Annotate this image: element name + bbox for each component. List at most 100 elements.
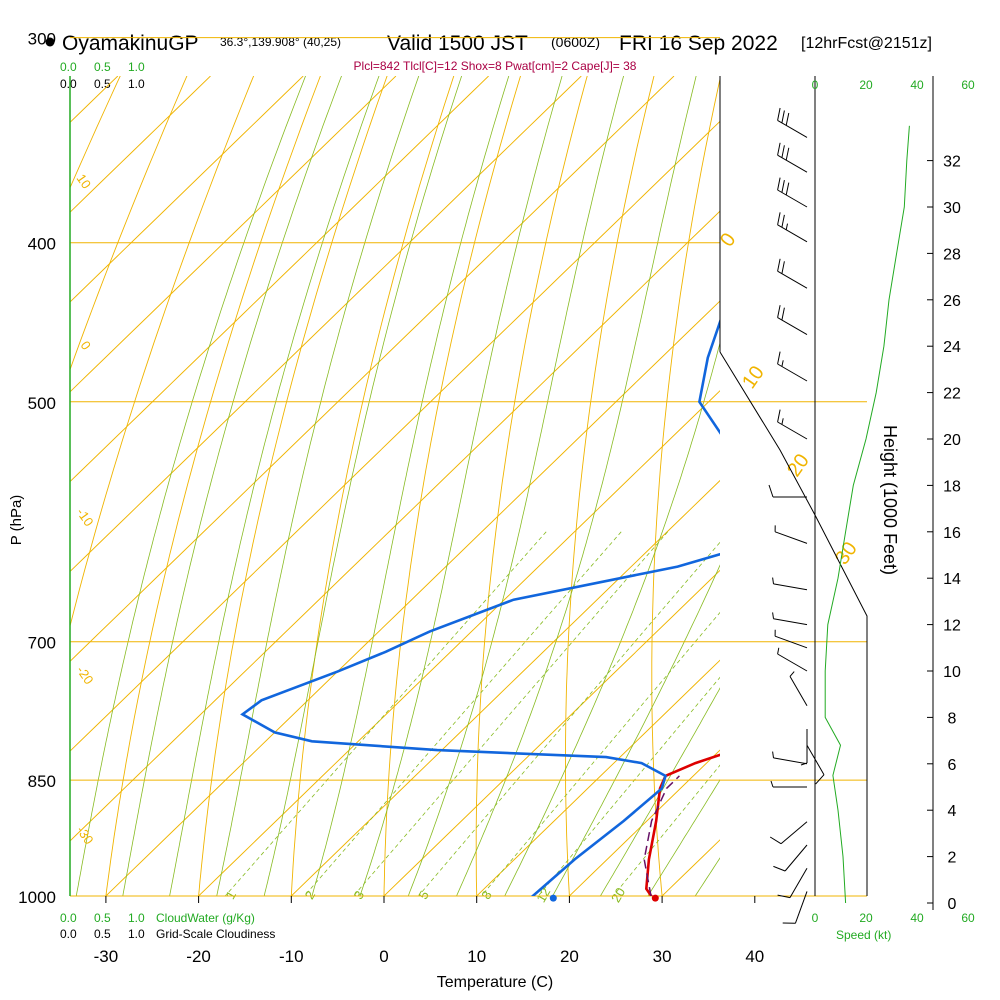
isotherm-label: 20 (783, 450, 814, 481)
isotherm-label: 30 (831, 538, 862, 569)
moist-adiabat (694, 857, 720, 896)
scale-top-green-2: 1.0 (128, 60, 145, 74)
cloudwater-scale-bottom: 0.0 0.5 1.0 CloudWater (g/Kg) (60, 911, 255, 925)
wind-barb (800, 729, 808, 766)
dry-adiabat (70, 76, 188, 371)
scale-top-black-1: 0.5 (94, 77, 111, 91)
wind-panel: 0 0 20 20 40 40 60 60 (719, 76, 975, 925)
isotherm (70, 76, 397, 393)
speed-tick-bottom: 60 (961, 911, 975, 925)
moist-adiabat (122, 76, 342, 896)
wind-barb (772, 751, 808, 765)
pressure-tick-label: 300 (28, 30, 56, 49)
wind-barb (774, 525, 808, 544)
speed-axis-title: Speed (kt) (836, 928, 891, 942)
speed-tick-bottom: 0 (812, 911, 819, 925)
wind-barb (772, 577, 808, 591)
scale-bot-black-1: 0.5 (94, 927, 111, 941)
wind-barb (777, 351, 808, 382)
wind-barb (770, 780, 807, 788)
isotherm (70, 120, 720, 752)
isotherm (0, 76, 25, 896)
height-tick-label: 16 (943, 525, 961, 542)
isotherm-label: -30 (74, 823, 97, 847)
temp-tick-label: -30 (94, 947, 119, 966)
cloudiness-scale-top: 0.0 0.5 1.0 (60, 77, 145, 91)
y-axis-title: P (hPa) (8, 495, 25, 546)
height-tick-label: 12 (943, 618, 961, 635)
mixing-ratio-label: 8 (478, 888, 495, 902)
forecast-run: [12hrFcst@2151z] (801, 35, 932, 52)
wind-barb (806, 744, 825, 785)
thermo-grid (0, 0, 1000, 931)
scale-bot-black-2: 1.0 (128, 927, 145, 941)
station-marker (45, 37, 55, 47)
pressure-tick-label: 1000 (18, 888, 56, 907)
mixing-ratio-label: 2 (302, 888, 319, 902)
dry-adiabat (198, 76, 388, 896)
valid-time: Valid 1500 JST (387, 32, 528, 55)
dry-adiabat (971, 0, 1000, 931)
dry-adiabat (383, 76, 521, 896)
wind-barb (777, 409, 808, 440)
moist-adiabat (599, 687, 720, 896)
dry-adiabat (105, 76, 321, 896)
dry-adiabat (475, 76, 588, 896)
wind-barb (777, 177, 808, 208)
wind-barb (782, 891, 808, 924)
series-temperature (644, 753, 720, 896)
wind-barb (777, 867, 808, 899)
speed-tick-top: 40 (910, 78, 924, 92)
wind-barb (777, 107, 808, 138)
scale-bot-green-2: 1.0 (128, 911, 145, 925)
height-tick-label: 0 (948, 896, 957, 913)
isotherm-label: 10 (74, 171, 95, 191)
stability-indices: Plcl=842 Tlcl[C]=12 Shox=8 Pwat[cm]=2 Ca… (354, 59, 637, 73)
isotherm (569, 749, 720, 896)
wind-barb (777, 258, 808, 289)
dry-adiabat (651, 76, 720, 896)
pressure-tick-label: 400 (28, 235, 56, 254)
dry-adiabat (70, 76, 255, 628)
isotherm (383, 569, 720, 896)
temp-tick-label: 30 (653, 947, 672, 966)
height-tick-label: 14 (943, 571, 961, 588)
scale-top-green-1: 0.5 (94, 60, 111, 74)
temp-tick-label: 20 (560, 947, 579, 966)
isotherm-label: -10 (74, 505, 97, 529)
scale-top-black-2: 1.0 (128, 77, 145, 91)
utc-time: (0600Z) (551, 34, 600, 50)
height-tick-label: 10 (943, 664, 961, 681)
speed-tick-top: 60 (961, 78, 975, 92)
scale-bot-green-0: 0.0 (60, 911, 77, 925)
dry-adiabat (895, 0, 950, 931)
isotherm (70, 76, 675, 662)
forecast-date: FRI 16 Sep 2022 (619, 32, 778, 55)
height-tick-label: 20 (943, 432, 961, 449)
isotherm-label: 0 (78, 338, 94, 353)
wind-barb (773, 844, 808, 872)
moist-adiabat (504, 341, 720, 896)
isotherm (476, 659, 720, 896)
moist-adiabat (311, 76, 510, 896)
speed-tick-bottom: 40 (910, 911, 924, 925)
wind-barb (774, 629, 808, 649)
height-axis-title: Height (1000 Feet) (880, 425, 900, 575)
dry-adiabat (816, 0, 887, 931)
mixing-ratio-line (417, 541, 720, 896)
isotherm (848, 76, 1000, 896)
cloudiness-label: Grid-Scale Cloudiness (156, 927, 275, 941)
x-axis-title: Temperature (C) (437, 974, 553, 991)
height-tick-label: 18 (943, 478, 961, 495)
isotherm-label: -20 (74, 663, 97, 687)
moist-adiabat (407, 76, 625, 896)
temp-tick-label: 40 (745, 947, 764, 966)
dry-adiabat (565, 76, 655, 896)
height-tick-label: 26 (943, 293, 961, 310)
wind-barb (789, 671, 808, 707)
height-tick-label: 32 (943, 154, 961, 171)
moist-adiabat (216, 76, 420, 896)
speed-tick-top: 20 (859, 78, 873, 92)
